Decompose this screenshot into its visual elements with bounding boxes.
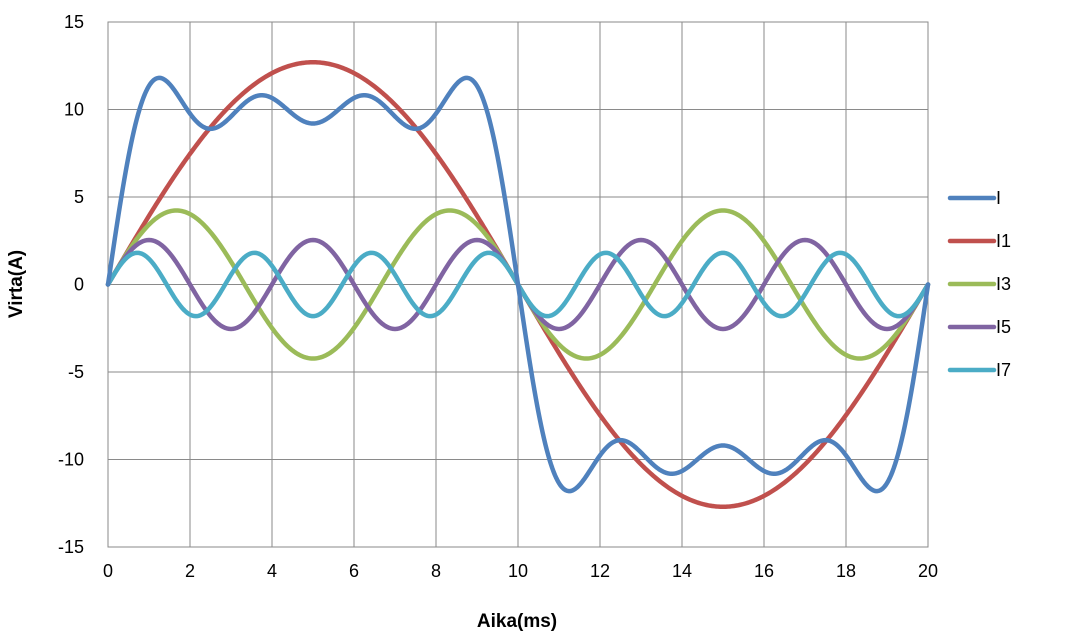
x-tick-label: 16 xyxy=(754,561,774,581)
legend-label-i3: I3 xyxy=(996,274,1011,294)
legend-label-i7: I7 xyxy=(996,360,1011,380)
tick-labels: 0 2 4 6 8 10 12 14 16 18 20 15 10 5 0 -5 -10 -15 xyxy=(58,12,938,581)
x-tick-label: 12 xyxy=(590,561,610,581)
legend-label-i: I xyxy=(996,188,1001,208)
legend-label-i5: I5 xyxy=(996,317,1011,337)
grid xyxy=(107,21,929,548)
legend: I I1 I3 I5 I7 xyxy=(947,188,1011,380)
legend-label-i1: I1 xyxy=(996,231,1011,251)
y-tick-label: -15 xyxy=(58,537,84,557)
y-tick-label: 0 xyxy=(74,275,84,295)
x-axis-title: Aika(ms) xyxy=(477,611,557,632)
y-tick-label: -5 xyxy=(68,362,84,382)
x-tick-label: 8 xyxy=(431,561,441,581)
y-tick-label: 10 xyxy=(64,100,84,120)
x-tick-label: 2 xyxy=(185,561,195,581)
y-tick-label: 15 xyxy=(64,12,84,32)
y-axis-title: Virta(A) xyxy=(6,250,27,318)
x-tick-label: 20 xyxy=(918,561,938,581)
y-tick-label: -10 xyxy=(58,450,84,470)
x-tick-label: 14 xyxy=(672,561,692,581)
series-line-i xyxy=(105,75,931,494)
x-tick-label: 10 xyxy=(508,561,528,581)
x-tick-label: 0 xyxy=(103,561,113,581)
series-layer xyxy=(105,60,931,509)
x-tick-label: 18 xyxy=(836,561,856,581)
x-tick-label: 6 xyxy=(349,561,359,581)
y-tick-label: 5 xyxy=(74,187,84,207)
x-tick-label: 4 xyxy=(267,561,277,581)
